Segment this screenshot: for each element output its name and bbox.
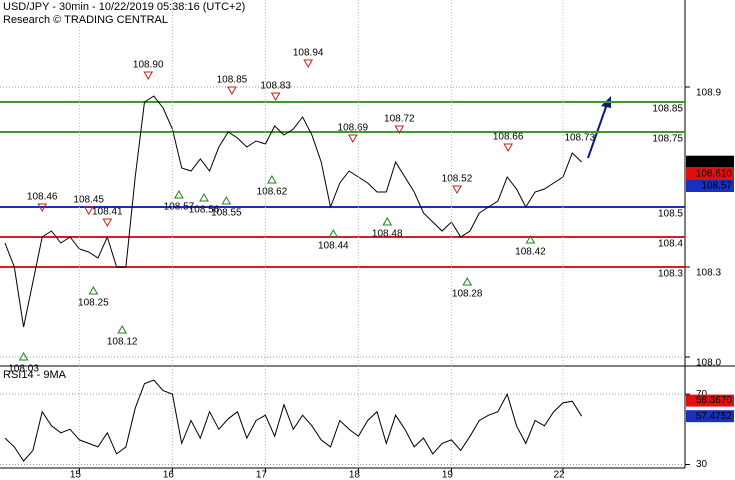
high-label: 108.69 [338,123,369,134]
high-marker [143,71,154,81]
x-tick-label: 17 [256,470,268,480]
chart-title: USD/JPY - 30min - 10/22/2019 05:38:16 (U… [3,1,245,13]
price-tag [686,394,734,407]
low-label: 108.28 [452,289,483,300]
high-marker [83,206,94,216]
low-marker [382,216,393,226]
high-marker [394,125,405,135]
low-label: 108.57 [164,202,195,213]
y-tick-label: 108.0 [696,358,721,369]
high-marker [347,134,358,144]
x-tick-label: 19 [442,470,454,480]
y-tick-label: 108.9 [696,88,721,99]
price-tag-label: 108.610 [696,169,733,180]
high-marker [102,218,113,228]
low-label: 108.44 [318,241,349,252]
high-marker [227,86,237,96]
y-tick-label: 108.3 [696,268,721,279]
price-tag-label: 58.3670 [696,395,733,406]
target-label: 108.73 [564,133,595,144]
x-tick-label: 15 [70,470,82,480]
high-label: 108.45 [73,195,104,206]
rsi-title: RSI14 - 9MA [3,369,67,381]
low-marker [199,192,209,202]
high-label: 108.83 [260,81,291,92]
x-tick-label: 22 [553,470,565,480]
y-tick-label: 70 [696,389,708,400]
high-label: 108.52 [442,174,473,185]
high-label: 108.41 [92,207,123,218]
level-label: 108.5 [658,209,683,220]
low-label: 108.55 [211,208,242,219]
y-tick-label: 30 [696,459,708,470]
low-label: 108.25 [78,298,109,309]
high-label: 108.66 [493,132,524,143]
high-marker [503,143,513,153]
high-label: 108.94 [293,48,324,59]
high-label: 108.85 [217,75,248,86]
low-label: 108.56 [189,205,220,216]
price-line [4,379,583,462]
price-tag [686,168,734,180]
low-marker [174,189,184,199]
low-marker [117,324,128,334]
x-tick-label: 16 [163,470,175,480]
chart-subtitle: Research © TRADING CENTRAL [3,14,168,26]
level-label: 108.3 [658,269,683,280]
low-label: 108.48 [372,229,403,240]
low-marker [328,228,339,238]
high-label: 108.72 [384,114,415,125]
low-label: 108.03 [8,364,39,375]
price-tag-label: 57.4752 [696,411,733,422]
low-marker [267,174,277,184]
price-line [4,95,582,328]
low-label: 108.42 [515,247,546,258]
low-label: 108.62 [257,187,288,198]
low-marker [462,276,473,286]
high-label: 108.46 [27,192,58,203]
high-marker [452,185,462,195]
low-marker [18,351,29,361]
high-label: 108.90 [133,60,164,71]
high-marker [37,203,48,213]
level-label: 108.4 [658,239,683,250]
low-marker [88,285,99,295]
x-tick-label: 18 [349,470,361,480]
low-label: 108.12 [107,337,138,348]
price-tag-label: 108.651 [696,156,733,167]
price-tag [686,155,734,168]
level-label: 108.75 [652,134,683,145]
level-label: 108.85 [652,104,683,115]
high-marker [303,59,314,69]
price-tag [686,410,734,423]
high-marker [270,92,281,102]
low-marker [221,195,232,205]
price-tag [686,180,734,192]
low-marker [525,234,536,244]
price-tag-label: 108.57 [701,181,732,192]
